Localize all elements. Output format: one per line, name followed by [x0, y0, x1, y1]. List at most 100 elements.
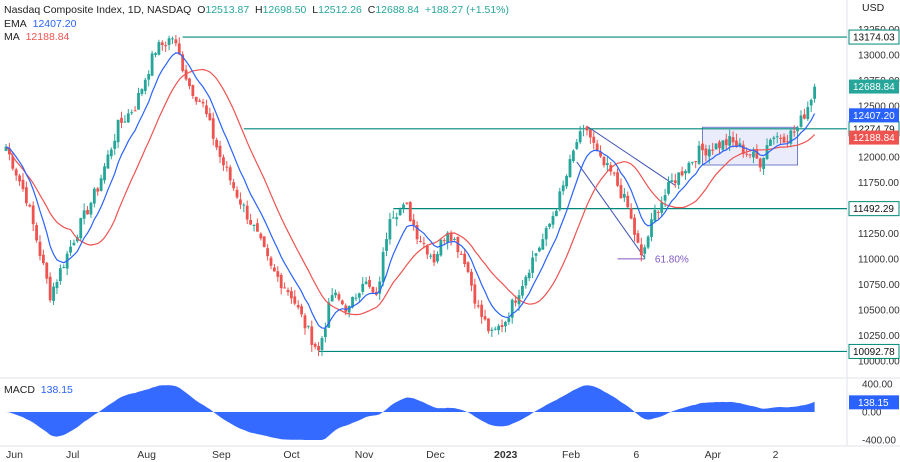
candle-body	[28, 204, 32, 207]
candle-body	[256, 223, 259, 232]
candle-body	[201, 101, 205, 104]
candle-body	[626, 195, 630, 208]
candle-body	[289, 291, 293, 299]
candle-body	[171, 38, 174, 40]
candle-body	[762, 157, 766, 170]
candle-body	[58, 268, 62, 282]
candle-body	[130, 112, 134, 114]
candle-body	[293, 296, 297, 304]
candle-body	[385, 239, 388, 251]
candle-body	[490, 329, 494, 331]
candle-body	[792, 131, 796, 133]
x-tick-label: 6	[633, 449, 639, 461]
macd-value-tag-text: 138.15	[858, 398, 889, 409]
candle-body	[561, 185, 565, 192]
candle-body	[813, 86, 817, 99]
candle-body	[24, 187, 28, 204]
y-tick-label: 11000.00	[858, 254, 899, 265]
candle-body	[317, 345, 320, 351]
candle-body	[188, 78, 191, 87]
candles-group	[4, 34, 817, 357]
candle-body	[616, 172, 619, 186]
candle-body	[721, 140, 725, 150]
candle-body	[259, 233, 263, 239]
candle-body	[300, 306, 303, 315]
candle-body	[463, 253, 467, 265]
candle-body	[137, 92, 140, 110]
y-tick-label: 12500.00	[858, 101, 900, 112]
candle-body	[273, 267, 276, 272]
candle-body	[480, 304, 484, 317]
candle-body	[701, 143, 704, 151]
macd-tick-label: 400.00	[862, 380, 893, 391]
candle-body	[303, 315, 307, 329]
candle-body	[419, 240, 422, 242]
candle-body	[534, 253, 538, 256]
candle-body	[351, 296, 354, 308]
candle-body	[538, 247, 541, 252]
current-price-tag-text: 12188.84	[853, 133, 895, 144]
candle-body	[415, 225, 419, 240]
current-price-tag-text: 12688.84	[853, 82, 895, 93]
candle-body	[55, 282, 59, 289]
candle-body	[340, 300, 344, 305]
level-price-tag-text: 11492.29	[853, 204, 894, 215]
candle-body	[239, 199, 242, 205]
candle-body	[521, 285, 524, 296]
candle-body	[154, 53, 157, 55]
candle-body	[388, 219, 392, 240]
candle-body	[646, 236, 650, 248]
candle-body	[765, 145, 769, 159]
candle-body	[106, 154, 110, 169]
candle-body	[279, 275, 283, 289]
macd-value-tag	[849, 395, 899, 410]
candle-body	[694, 161, 698, 163]
candle-body	[687, 162, 691, 173]
candle-body	[313, 343, 317, 347]
candle-body	[809, 99, 813, 106]
candle-body	[123, 121, 127, 123]
close-value: 12688.84	[375, 4, 420, 16]
x-tick-label: 2023	[494, 449, 518, 461]
candle-body	[269, 257, 273, 266]
candle-body	[487, 318, 490, 332]
candle-body	[276, 271, 280, 277]
candle-body	[364, 281, 368, 284]
candle-body	[500, 325, 504, 327]
candle-body	[476, 305, 480, 307]
candle-body	[218, 145, 222, 157]
candle-body	[466, 262, 470, 272]
candle-body	[775, 136, 779, 138]
macd-legend: MACD 138.15	[4, 384, 73, 396]
candle-body	[368, 279, 371, 287]
symbol-title: Nasdaq Composite Index, 1D, NASDAQ	[4, 4, 192, 16]
candle-body	[697, 145, 701, 164]
candle-body	[738, 143, 742, 147]
level-price-tag-text: 10092.78	[853, 347, 895, 358]
candle-body	[493, 328, 497, 330]
candle-body	[565, 175, 568, 187]
candle-body	[310, 326, 314, 345]
candle-body	[670, 180, 674, 182]
change-value: +188.27 (+1.51%)	[424, 4, 510, 16]
candle-body	[211, 118, 215, 139]
candle-body	[684, 171, 687, 174]
candle-body	[296, 304, 300, 308]
candle-body	[782, 136, 786, 143]
candle-body	[595, 143, 599, 150]
candle-body	[361, 283, 365, 292]
candle-body	[133, 110, 137, 112]
ema-line	[5, 52, 816, 329]
candle-body	[232, 182, 236, 189]
candle-body	[432, 254, 436, 263]
candle-body	[786, 141, 789, 143]
candle-body	[439, 239, 443, 256]
candle-body	[38, 241, 42, 256]
candle-body	[18, 175, 21, 182]
candle-body	[69, 246, 72, 253]
candle-body	[215, 139, 219, 148]
y-tick-label: 10000.00	[858, 356, 900, 367]
candle-body	[619, 185, 623, 199]
level-price-tag	[848, 29, 900, 45]
